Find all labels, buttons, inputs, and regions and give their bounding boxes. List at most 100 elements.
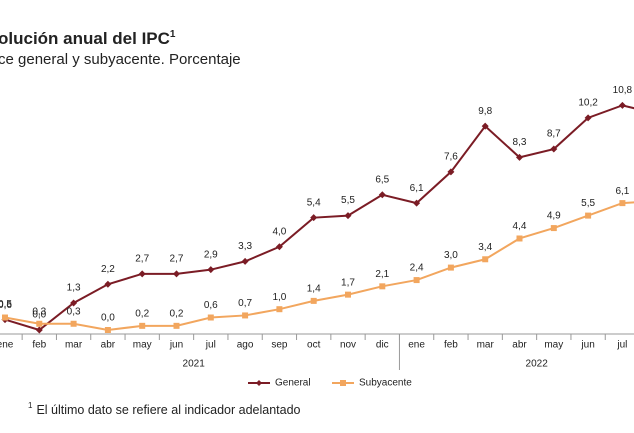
point-marker: [413, 199, 421, 207]
x-tick-label: jun: [169, 340, 183, 351]
legend-label: General: [275, 378, 311, 389]
point-marker: [345, 291, 351, 298]
data-label: 6,1: [410, 183, 424, 194]
point-marker: [310, 214, 318, 222]
data-label: 0,2: [135, 308, 149, 319]
year-label: 2021: [183, 359, 206, 370]
point-marker: [207, 266, 215, 274]
data-label: 3,4: [478, 242, 492, 253]
point-marker: [173, 322, 180, 329]
footnote-superscript: 1: [28, 401, 33, 410]
point-marker: [242, 312, 249, 319]
point-marker: [344, 212, 352, 220]
point-marker: [2, 314, 8, 321]
x-tick-label: ene: [0, 340, 14, 351]
point-marker: [138, 270, 146, 278]
x-tick-label: jul: [616, 340, 627, 351]
x-tick-label: jun: [580, 340, 594, 351]
point-marker: [585, 212, 592, 219]
data-label: 5,5: [581, 198, 595, 209]
chart-subtitle: ce general y subyacente. Porcentaje: [0, 51, 241, 68]
data-label: 6,5: [375, 174, 389, 185]
x-tick-label: ago: [237, 340, 254, 351]
legend-marker: [340, 380, 346, 386]
data-label: 3,0: [444, 250, 458, 261]
year-label: 2022: [526, 359, 549, 370]
point-marker: [35, 326, 43, 334]
title-superscript: 1: [170, 29, 176, 40]
data-label: 5,5: [341, 195, 355, 206]
series-line: [4, 201, 634, 332]
point-marker: [619, 200, 626, 207]
x-tick-label: ene: [408, 340, 425, 351]
data-label: 1,7: [341, 277, 355, 288]
data-label: 4,4: [513, 221, 527, 232]
data-label: 4,9: [547, 211, 561, 222]
data-label: 2,4: [410, 263, 424, 274]
data-label: 0,0: [32, 310, 46, 321]
data-label: 0,6: [204, 300, 218, 311]
x-tick-label: oct: [307, 340, 321, 351]
point-marker: [378, 191, 386, 199]
point-marker: [550, 145, 558, 153]
point-marker: [481, 122, 489, 130]
data-label: 5,4: [307, 197, 321, 208]
data-label: 0,7: [238, 298, 252, 309]
point-marker: [139, 322, 146, 329]
data-label: 2,7: [135, 253, 149, 264]
point-marker: [447, 264, 454, 271]
data-label: 1,0: [272, 292, 286, 303]
data-label: 0,6: [0, 300, 12, 311]
point-marker: [618, 101, 626, 109]
footnote-text: El último dato se refiere al indicador a…: [36, 403, 300, 417]
footnote: 1 El último dato se refiere al indicador …: [28, 401, 301, 417]
point-marker: [516, 235, 523, 242]
point-marker: [104, 280, 112, 288]
point-marker: [275, 243, 283, 251]
chart-title: olución anual del IPC1: [0, 29, 176, 49]
title-text: olución anual del IPC: [0, 29, 170, 48]
data-label: 1,3: [67, 283, 81, 294]
x-tick-label: feb: [32, 340, 46, 351]
point-marker: [70, 299, 78, 307]
series-line: [4, 104, 634, 332]
data-label: 0,3: [32, 306, 46, 317]
point-marker: [584, 114, 592, 122]
data-label: 10,2: [578, 97, 598, 108]
data-label: 10,8: [613, 85, 633, 96]
point-marker: [207, 314, 214, 321]
point-marker: [550, 225, 557, 232]
x-tick-label: abr: [512, 340, 527, 351]
data-label: 0,2: [170, 308, 184, 319]
point-marker: [241, 257, 249, 265]
point-marker: [413, 277, 420, 284]
x-tick-label: may: [544, 340, 563, 351]
point-marker: [379, 283, 386, 290]
x-tick-label: mar: [477, 340, 495, 351]
data-label: 6,1: [615, 186, 629, 197]
point-marker: [173, 270, 180, 278]
data-label: 8,3: [513, 137, 527, 148]
data-label: 8,7: [547, 129, 561, 140]
x-tick-label: nov: [340, 340, 356, 351]
data-label: 1,4: [307, 284, 321, 295]
legend-label: Subyacente: [359, 378, 412, 389]
point-marker: [276, 306, 283, 313]
data-label: 2,2: [101, 264, 115, 275]
data-label: 4,0: [272, 226, 286, 237]
x-tick-label: feb: [444, 340, 458, 351]
point-marker: [447, 168, 455, 176]
point-marker: [310, 297, 317, 304]
x-tick-label: mar: [65, 340, 83, 351]
point-marker: [516, 153, 523, 161]
point-marker: [70, 320, 77, 327]
x-tick-label: may: [133, 340, 152, 351]
point-marker: [482, 256, 489, 263]
legend-marker: [256, 380, 262, 386]
point-marker: [104, 327, 111, 333]
data-label: 0,5: [0, 299, 12, 310]
point-marker: [36, 320, 43, 327]
data-label: 2,1: [375, 269, 389, 280]
